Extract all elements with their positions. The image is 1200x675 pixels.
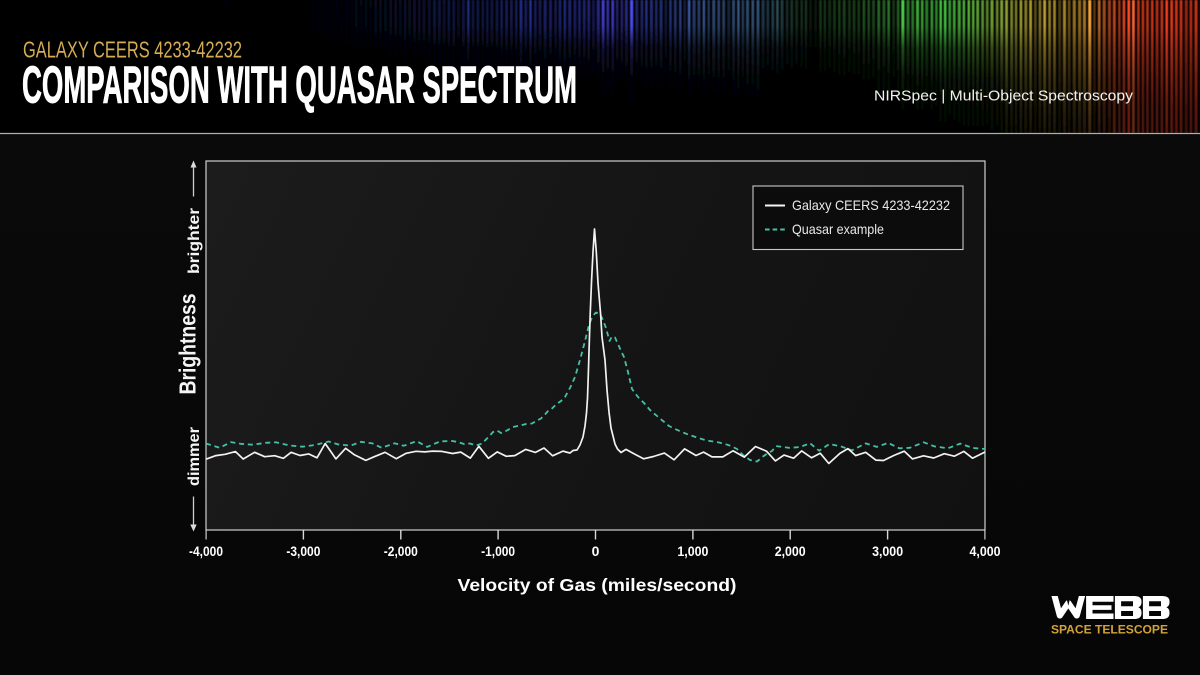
svg-text:COMPARISON WITH QUASAR SPECTRU: COMPARISON WITH QUASAR SPECTRUM (22, 57, 577, 115)
svg-text:1,000: 1,000 (677, 543, 708, 559)
svg-text:GALAXY CEERS 4233-42232: GALAXY CEERS 4233-42232 (23, 37, 242, 63)
svg-text:Velocity of Gas (miles/second): Velocity of Gas (miles/second) (458, 575, 737, 595)
svg-text:-4,000: -4,000 (189, 543, 223, 559)
svg-text:Brightness: Brightness (175, 294, 201, 395)
svg-text:brighter: brighter (186, 208, 203, 274)
svg-text:-3,000: -3,000 (286, 543, 320, 559)
svg-text:SPACE TELESCOPE: SPACE TELESCOPE (1051, 625, 1168, 637)
svg-text:Galaxy CEERS 4233-42232: Galaxy CEERS 4233-42232 (792, 197, 950, 213)
svg-text:dimmer: dimmer (186, 427, 203, 486)
svg-text:Quasar example: Quasar example (792, 221, 884, 237)
svg-text:-2,000: -2,000 (384, 543, 418, 559)
svg-text:-1,000: -1,000 (481, 543, 515, 559)
svg-text:NIRSpec | Multi-Object Spectro: NIRSpec | Multi-Object Spectroscopy (874, 89, 1134, 105)
svg-text:3,000: 3,000 (872, 543, 903, 559)
svg-text:0: 0 (592, 543, 600, 559)
svg-text:2,000: 2,000 (775, 543, 806, 559)
svg-text:4,000: 4,000 (970, 543, 1001, 559)
